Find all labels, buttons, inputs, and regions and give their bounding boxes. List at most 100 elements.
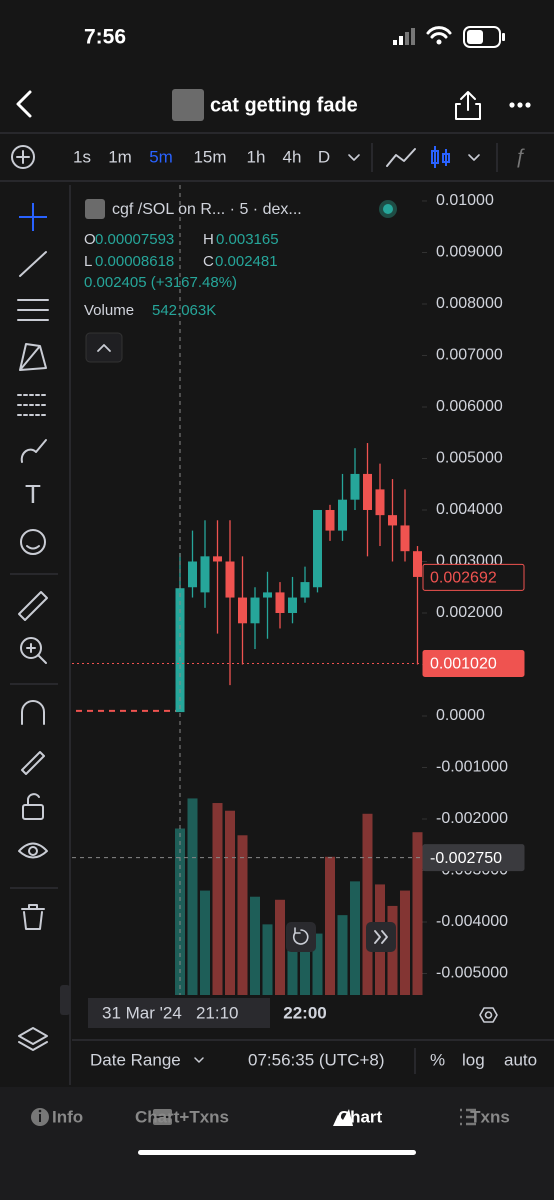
- date-range[interactable]: Date Range: [90, 1050, 181, 1069]
- dropdown-icon: [194, 1057, 204, 1063]
- volume-bar: [362, 813, 373, 995]
- legend-value: 0.00008618: [95, 253, 174, 270]
- share-button[interactable]: [455, 91, 481, 120]
- tab[interactable]: Info: [52, 1107, 83, 1126]
- candle-body: [363, 473, 372, 510]
- candle-body: [300, 582, 310, 598]
- crosshair-tool[interactable]: [19, 203, 47, 231]
- volume-bar: [412, 832, 423, 995]
- brush-tool[interactable]: [20, 439, 47, 463]
- indicators-button[interactable]: ƒ: [514, 145, 525, 167]
- interval-button[interactable]: 4h: [283, 147, 302, 166]
- interval-button[interactable]: 1h: [247, 147, 266, 166]
- tab[interactable]: Chart: [338, 1107, 383, 1126]
- token-avatar: [172, 89, 204, 121]
- interval-button[interactable]: 5m: [149, 147, 173, 166]
- volume-bar: [187, 798, 198, 995]
- tab-icons: [31, 1108, 476, 1126]
- price-tag: [422, 649, 525, 677]
- interval-button[interactable]: 15m: [193, 147, 226, 166]
- volume-bar: [287, 927, 298, 995]
- collapse-tools[interactable]: [60, 985, 70, 1015]
- candle-body: [313, 509, 322, 588]
- volume-bar: [262, 924, 273, 995]
- candle-body: [263, 592, 272, 598]
- interval-button[interactable]: 1m: [108, 147, 132, 166]
- lock-drawing-tool[interactable]: [21, 751, 45, 775]
- candle-body: [275, 592, 285, 613]
- tab-bar: [0, 1087, 554, 1200]
- candle-body: [188, 561, 197, 588]
- settings-button[interactable]: [479, 1007, 498, 1023]
- delete-tool[interactable]: [21, 904, 45, 930]
- more-styles[interactable]: [468, 154, 480, 161]
- line-style[interactable]: [386, 148, 416, 167]
- volume-bar: [337, 915, 348, 995]
- fib-tool[interactable]: [17, 299, 49, 321]
- tab[interactable]: Txns: [470, 1107, 510, 1126]
- interval-button[interactable]: 1s: [73, 147, 91, 166]
- clock: 07:56:35 (UTC+8): [248, 1050, 385, 1069]
- legend-value: 0.003165: [216, 231, 279, 248]
- trendline-tool[interactable]: [19, 251, 47, 277]
- candle-body: [400, 525, 410, 552]
- page-title: cat getting fade: [210, 94, 358, 116]
- price-tag: [422, 563, 525, 591]
- tab[interactable]: Chart+Txns: [135, 1107, 229, 1126]
- y-tick-label: 0.009000: [436, 244, 503, 261]
- collapse-legend[interactable]: [85, 332, 123, 363]
- candle-body: [375, 489, 385, 516]
- add-indicator[interactable]: [11, 145, 35, 169]
- lock-tool[interactable]: [22, 793, 44, 820]
- auto-toggle[interactable]: auto: [504, 1050, 537, 1069]
- more-intervals[interactable]: [348, 154, 360, 161]
- y-tick-label: 0.0000: [436, 707, 485, 724]
- interval-button[interactable]: D: [318, 147, 330, 166]
- volume-bar: [237, 835, 248, 995]
- legend-label: C: [203, 253, 214, 270]
- volume-bar: [200, 890, 210, 995]
- zoom-tool[interactable]: [20, 637, 47, 664]
- chart: 0.01000 0.009000 0.008000 0.007000 0.006000 0…: [72, 185, 525, 1028]
- interval-bar: 1s 1m 5m 15m 1h 4h D: [73, 147, 330, 166]
- pattern-tool[interactable]: [19, 343, 47, 371]
- x-tick-label: 22:00: [283, 1003, 326, 1022]
- percent-toggle[interactable]: %: [430, 1050, 445, 1069]
- y-tick-label: 0.002000: [436, 604, 503, 621]
- legend-avatar: [85, 199, 105, 219]
- emoji-tool[interactable]: [20, 529, 46, 555]
- layers-tool[interactable]: [18, 1027, 48, 1051]
- candle-style[interactable]: [431, 146, 450, 168]
- y-tick-label: -0.005000: [436, 965, 508, 982]
- text-tool[interactable]: T: [25, 479, 41, 509]
- volume-bar: [312, 933, 323, 995]
- volume-bar: [225, 810, 235, 995]
- more-button[interactable]: [509, 102, 531, 108]
- volume-bar: [350, 881, 360, 995]
- y-tick-label: -0.004000: [436, 913, 508, 930]
- legend-value: 0.002481: [215, 253, 278, 270]
- status-time: 7:56: [84, 26, 126, 49]
- candle-body: [388, 515, 397, 526]
- volume-bar: [300, 924, 310, 995]
- price-tag-label: -0.002750: [430, 850, 502, 867]
- log-toggle[interactable]: log: [462, 1050, 485, 1069]
- scroll-latest[interactable]: [366, 922, 396, 952]
- ruler-tool[interactable]: [18, 591, 48, 621]
- candle-body: [350, 473, 360, 500]
- candle-body: [200, 556, 210, 593]
- volume-bar: [325, 856, 335, 995]
- price-tag: [422, 844, 525, 872]
- price-tag-label: 0.001020: [430, 656, 497, 673]
- magnet-tool[interactable]: [21, 700, 45, 725]
- back-button[interactable]: [16, 90, 32, 118]
- reset-button[interactable]: [286, 922, 316, 952]
- visibility-tool[interactable]: [18, 842, 48, 859]
- price-tag-label: 0.002692: [430, 570, 497, 587]
- y-tick-label: 0.008000: [436, 295, 503, 312]
- volume-bar: [250, 896, 260, 995]
- projection-tool[interactable]: [17, 394, 49, 416]
- volume-bar: [400, 890, 410, 995]
- y-tick-label: 0.007000: [436, 347, 503, 364]
